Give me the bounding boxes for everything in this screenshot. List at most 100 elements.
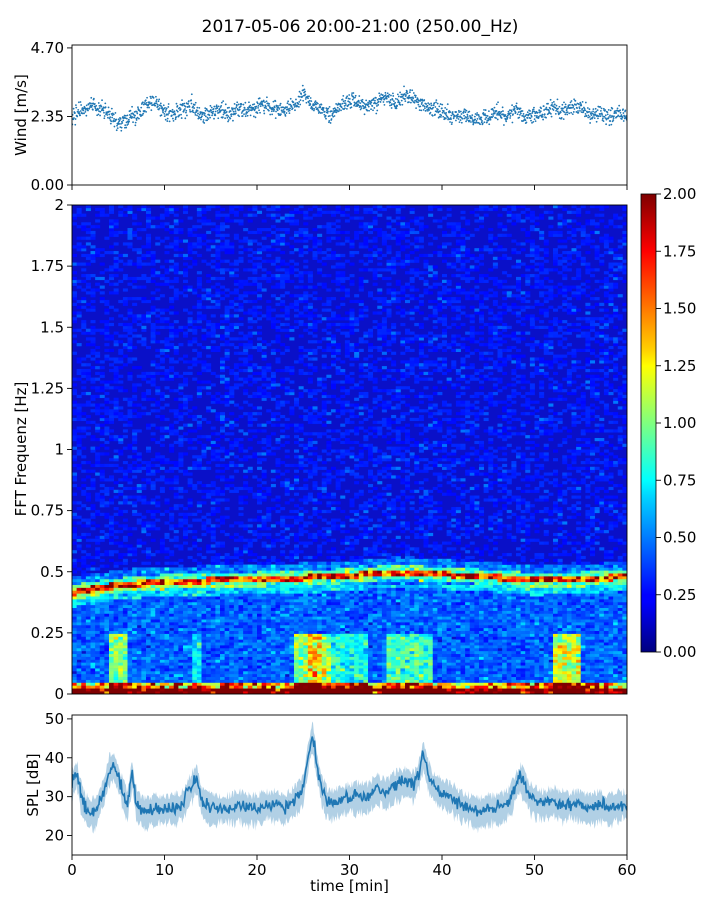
spectrogram-cell [104, 553, 110, 557]
wind-point [106, 114, 109, 116]
spectrogram-cell [72, 437, 78, 442]
spectrogram-cell [122, 469, 128, 473]
spectrogram-cell [192, 668, 198, 672]
spectrogram-cell [85, 538, 91, 542]
wind-point [307, 97, 309, 100]
spectrogram-cell [196, 604, 202, 609]
spectrogram-cell [196, 242, 202, 246]
wind-point [122, 119, 125, 122]
spectrogram-cell [99, 535, 105, 539]
spectrogram-cell [122, 662, 128, 666]
spectrogram-cell [150, 665, 156, 669]
spectrogram-cell [224, 325, 230, 329]
spectrogram-cell [187, 622, 193, 626]
wind-point [412, 97, 415, 100]
spectrogram-cell [178, 639, 184, 643]
spectrogram-cell [85, 610, 91, 614]
spectrogram-cell [155, 578, 161, 583]
spectrogram-cell [169, 377, 175, 381]
spectrogram-cell [206, 262, 212, 266]
spectrogram-cell [192, 607, 198, 611]
wind-y-ticks: 0.002.354.70 [31, 39, 72, 194]
wind-point [258, 97, 261, 100]
spectrogram-cell [187, 682, 193, 686]
spectrogram-cell [201, 601, 207, 606]
spectrogram-cell [201, 642, 207, 646]
wind-point [319, 106, 322, 109]
spectrogram-cell [72, 478, 78, 482]
spectrogram-cell [72, 645, 78, 649]
spectrogram-cell [76, 535, 82, 539]
spectrogram-cell [196, 423, 202, 427]
spectrogram-cell [72, 639, 78, 643]
spectrogram-cell [173, 222, 179, 226]
spectrogram-cell [99, 576, 105, 580]
spectrogram-cell [76, 567, 82, 571]
wind-point [100, 105, 103, 108]
wind-point [436, 110, 439, 112]
wind-point [269, 113, 272, 116]
spectrogram-cell [90, 679, 96, 683]
spectrogram-cell [72, 432, 78, 436]
spectrogram-cell [113, 288, 119, 292]
wind-point [526, 117, 529, 119]
spectrogram-cell [132, 216, 138, 220]
spectrogram-cell [215, 216, 221, 220]
spectrogram-cell [224, 662, 230, 666]
spectrogram-cell [164, 619, 170, 623]
wind-point [298, 100, 301, 103]
spectrogram-cell [150, 297, 156, 301]
wind-point [550, 115, 553, 118]
spectrogram-cell [109, 599, 115, 603]
spectrogram-cell [183, 670, 189, 675]
spectrogram-cell [99, 685, 105, 689]
spectrogram-cell [196, 253, 202, 258]
wind-point [188, 109, 191, 111]
wind-point [431, 114, 434, 117]
spectrogram-cell [229, 446, 235, 450]
wind-point [511, 104, 513, 107]
spectrogram-cell [159, 320, 165, 324]
spectrogram-cell [150, 673, 156, 678]
spectrogram-cell [72, 673, 78, 678]
spectrogram-cell [141, 645, 147, 649]
wind-point [568, 104, 571, 106]
spectrogram-cell [155, 348, 161, 352]
wind-point [403, 93, 406, 95]
spectrogram-cell [178, 271, 184, 275]
spectrogram-cell [113, 233, 119, 237]
spectrogram-cell [146, 532, 152, 537]
spectrogram-cell [192, 593, 198, 597]
spectrogram-cell [85, 630, 91, 634]
spectrogram-cell [220, 630, 226, 634]
spectrogram-cell [113, 256, 119, 260]
wind-point [462, 111, 465, 114]
spectrogram-cell [210, 432, 216, 436]
spectrogram-cell [196, 380, 202, 384]
spectrogram-cell [201, 581, 207, 585]
spectrogram-cell [122, 495, 128, 499]
spectrogram-cell [173, 495, 179, 499]
wind-point [426, 109, 429, 112]
spectrogram-cell [81, 581, 87, 585]
spectrogram-cell [220, 679, 226, 683]
spectrogram-cell [220, 492, 226, 496]
spectrogram-cell [104, 604, 110, 609]
spectrogram-cell [215, 619, 221, 623]
spectrogram-cell [187, 633, 193, 637]
wind-point [312, 103, 315, 105]
spectrogram-cell [72, 656, 78, 660]
wind-point [549, 107, 552, 110]
spectrogram-cell [178, 412, 184, 416]
spectrogram-cell [132, 587, 138, 591]
spectrogram-cell [196, 489, 202, 493]
spectrogram-cell [141, 340, 147, 344]
spectrogram-cell [196, 682, 202, 686]
spectrogram-cell [132, 636, 138, 640]
wind-point [419, 105, 422, 108]
wind-point [372, 97, 375, 100]
spectrogram-cell [113, 368, 119, 373]
spectrogram-cell [169, 469, 175, 473]
spectrogram-cell [220, 207, 226, 212]
